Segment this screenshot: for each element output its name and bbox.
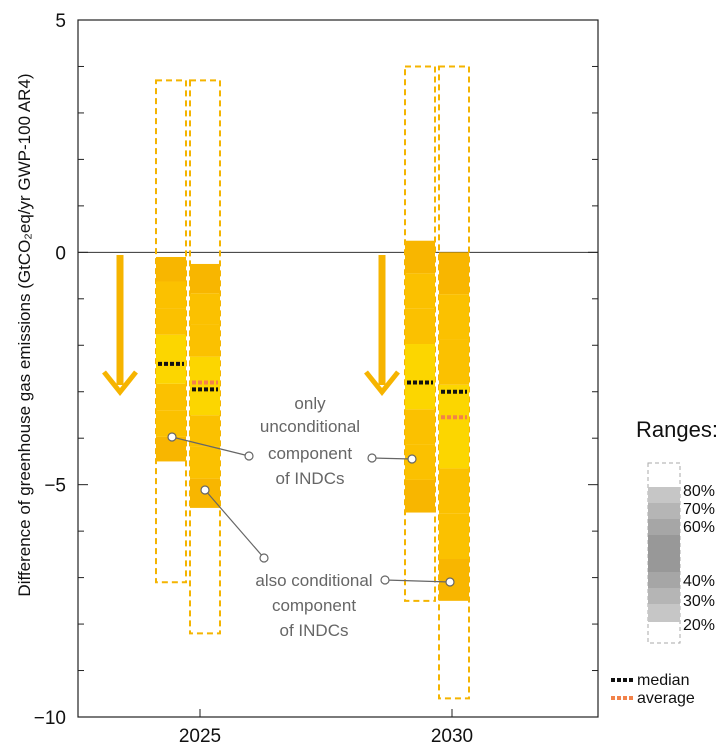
range-bar-percentile-band [190, 293, 220, 325]
legend-label-70: 70% [683, 501, 715, 518]
y-tick-label: −5 [44, 476, 66, 497]
range-bar-percentile-band [156, 308, 186, 335]
range-bar-percentile-band [405, 308, 435, 345]
range-bar-percentile-band [439, 513, 469, 560]
y-axis-tick-labels: 5 0 −5 −10 [34, 11, 66, 729]
range-bar-percentile-band [190, 446, 220, 479]
legend-label-20: 20% [683, 617, 715, 634]
range-bar-percentile-band [439, 252, 469, 295]
range-bar-percentile-band [190, 356, 220, 416]
y-axis-ticks-right [588, 19, 598, 718]
x-tick-label-2030: 2030 [431, 726, 473, 747]
legend-label-30: 30% [683, 593, 715, 610]
range-bar-percentile-band [190, 415, 220, 447]
range-bar-percentile-band [156, 383, 186, 411]
range-bar-2030-conditional [438, 65, 470, 700]
svg-text:component: component [268, 444, 352, 463]
range-bar-percentile-band [405, 344, 435, 410]
y-tick-label: 0 [55, 243, 66, 264]
range-bar-2025-conditional [189, 79, 221, 635]
down-arrow-2025 [102, 255, 138, 397]
legend-label-80: 80% [683, 483, 715, 500]
range-bar-percentile-band [405, 273, 435, 309]
range-bar-percentile-band [439, 468, 469, 514]
plot-frame [77, 19, 599, 718]
legend-label-40: 40% [683, 573, 715, 590]
range-bar-percentile-band [190, 324, 220, 357]
range-bar-percentile-band [156, 256, 186, 282]
annotation-leaders [167, 432, 455, 587]
annotation-conditional: also conditional component of INDCs [255, 571, 372, 640]
annotation-unconditional: only unconditional component of INDCs [260, 394, 360, 488]
legend-average-label: average [637, 690, 695, 707]
range-bar-percentile-band [156, 410, 186, 437]
range-bar-percentile-band [405, 240, 435, 274]
x-axis-ticks [199, 709, 453, 717]
svg-text:component: component [272, 596, 356, 615]
range-bar-percentile-band [156, 281, 186, 309]
svg-text:unconditional: unconditional [260, 417, 360, 436]
y-axis-ticks-left [78, 19, 88, 718]
y-tick-label: −10 [34, 708, 66, 729]
y-tick-label: 5 [55, 11, 66, 32]
legend: Ranges: 80% 70% 60% 40% 30% 20% median a… [611, 417, 718, 707]
range-bar-percentile-band [405, 479, 435, 513]
range-bars [155, 65, 470, 700]
range-bar-full-outline [189, 79, 221, 635]
svg-text:of INDCs: of INDCs [280, 621, 349, 640]
range-bar-percentile-band [439, 384, 469, 469]
legend-label-60: 60% [683, 519, 715, 536]
legend-median-label: median [637, 672, 689, 689]
range-bar-2025-unconditional [155, 79, 187, 584]
svg-text:only: only [294, 394, 326, 413]
svg-text:also conditional: also conditional [255, 571, 372, 590]
range-bar-percentile-band [156, 334, 186, 384]
range-bar-2030-unconditional [404, 65, 436, 602]
range-bar-percentile-band [405, 409, 435, 445]
legend-title: Ranges: [636, 417, 718, 442]
svg-text:of INDCs: of INDCs [276, 469, 345, 488]
range-bar-percentile-band [439, 339, 469, 385]
x-tick-label-2025: 2025 [179, 726, 221, 747]
range-bar-percentile-band [439, 294, 469, 340]
y-axis-label: Difference of greenhouse gas emissions (… [15, 73, 34, 596]
range-bar-percentile-band [190, 263, 220, 294]
down-arrow-2030 [364, 255, 400, 397]
